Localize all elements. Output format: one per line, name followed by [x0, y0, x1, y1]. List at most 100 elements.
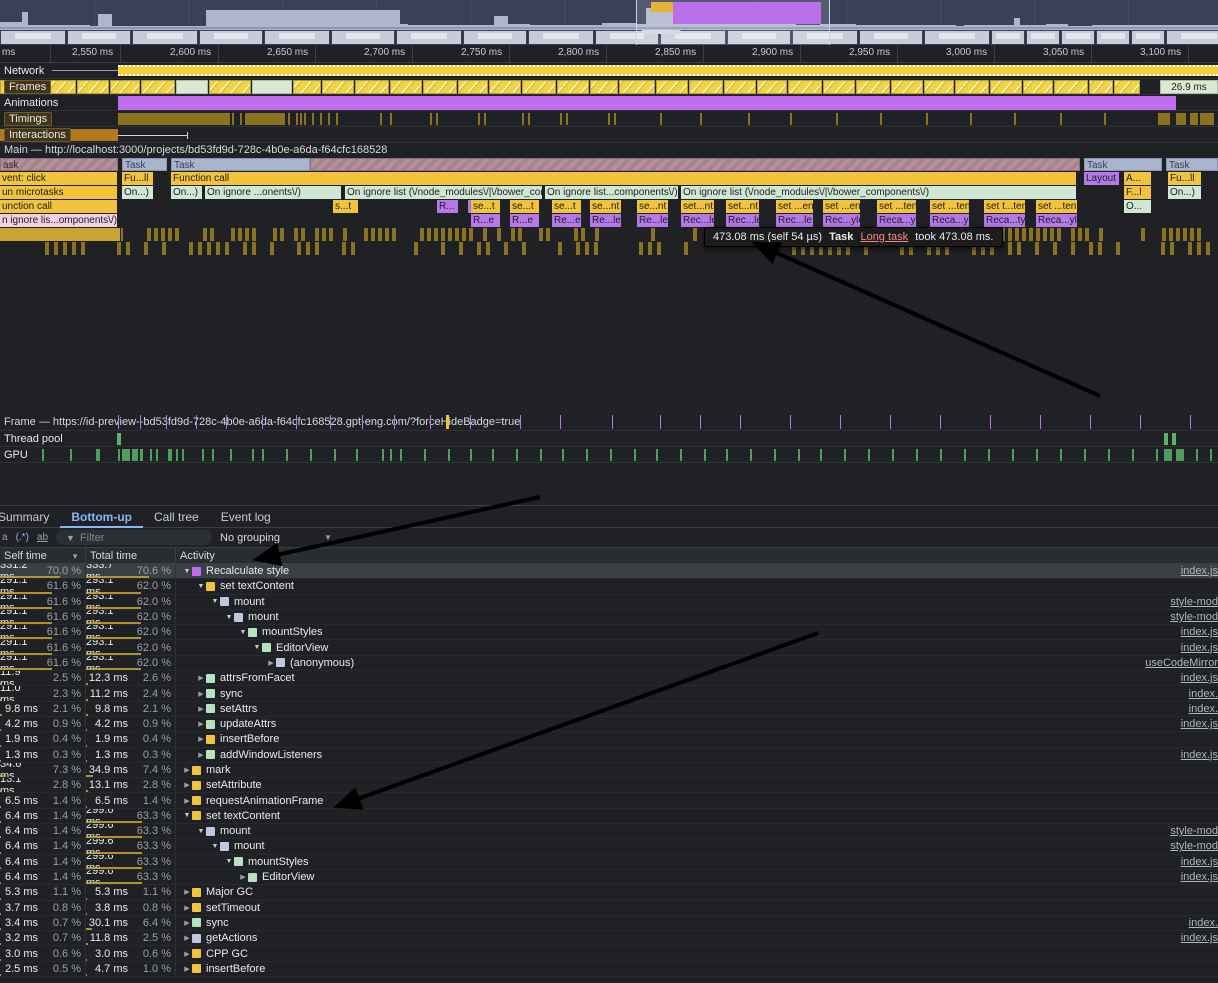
timing-mark[interactable]: [304, 113, 306, 125]
frame-block[interactable]: [590, 80, 618, 94]
gpu-task-mark[interactable]: [844, 449, 846, 461]
table-row[interactable]: 5.3 ms 1.1 % 5.3 ms 1.1 % ▶ Major GC: [0, 885, 1218, 900]
timing-mark[interactable]: [390, 113, 392, 125]
flame-event-small[interactable]: [441, 242, 446, 255]
track-frames[interactable]: Frames 26.9 ms: [0, 79, 1218, 95]
flame-event-small[interactable]: [1183, 228, 1188, 241]
flame-event-small[interactable]: [1161, 242, 1166, 255]
frame-commit-mark[interactable]: [840, 415, 841, 429]
table-row[interactable]: 11.0 ms 2.3 % 11.2 ms 2.4 % ▶ sync index.: [0, 686, 1218, 701]
flame-event-small[interactable]: [511, 228, 516, 241]
frame-block[interactable]: [252, 80, 292, 94]
frame-commit-mark[interactable]: [1040, 415, 1041, 429]
timing-mark[interactable]: [790, 113, 792, 125]
flame-event-small[interactable]: [154, 228, 159, 241]
flame-event-small[interactable]: [1071, 228, 1076, 241]
time-ruler[interactable]: ms 2,550 ms 2,600 ms 2,650 ms 2,700 ms 2,750 …: [0, 45, 1218, 63]
expand-triangle-icon[interactable]: ▼: [210, 598, 220, 605]
flame-event-small[interactable]: [1188, 242, 1193, 255]
flame-event[interactable]: Reca...yle: [877, 214, 917, 227]
timing-mark[interactable]: [608, 113, 610, 125]
frame-block[interactable]: [856, 80, 890, 94]
gpu-task-mark[interactable]: [634, 449, 636, 461]
flame-event-small[interactable]: [441, 228, 446, 241]
timing-mark[interactable]: [1200, 113, 1214, 125]
gpu-task-mark[interactable]: [1132, 449, 1134, 461]
gpu-task-mark[interactable]: [356, 449, 358, 461]
flame-event[interactable]: On ignore list...components\/): [545, 186, 679, 199]
source-link[interactable]: index.js: [1181, 640, 1218, 654]
frame-block[interactable]: [209, 80, 251, 94]
flame-event-small[interactable]: [558, 242, 563, 255]
gpu-task-mark[interactable]: [704, 449, 706, 461]
frame-commit-mark[interactable]: [470, 415, 471, 429]
gpu-task-mark[interactable]: [202, 449, 204, 461]
flame-event-small[interactable]: [210, 228, 215, 241]
flame-event-small[interactable]: [1176, 228, 1181, 241]
frame-commit-mark[interactable]: [520, 415, 521, 429]
table-row[interactable]: 291.1 ms 61.6 % 293.1 ms 62.0 % ▶ (anonymous)…: [0, 656, 1218, 671]
filmstrip-minimap[interactable]: [0, 30, 1218, 45]
flame-event[interactable]: On ignore list (\/node_modules\/|\/bower…: [345, 186, 543, 199]
expand-triangle-icon[interactable]: ▶: [196, 735, 206, 743]
frame-commit-mark[interactable]: [740, 415, 741, 429]
frame-block[interactable]: [322, 80, 354, 94]
flame-event[interactable]: vent: click: [0, 172, 118, 185]
gpu-task-mark[interactable]: [230, 449, 232, 461]
expand-triangle-icon[interactable]: ▶: [182, 904, 192, 912]
flame-event[interactable]: set ...ent: [776, 200, 814, 213]
flame-event-small[interactable]: [207, 242, 212, 255]
flame-event-small[interactable]: [1085, 228, 1090, 241]
expand-triangle-icon[interactable]: ▼: [210, 843, 220, 850]
timeline-tracks[interactable]: Network Frames 26.9 ms Animations Timing…: [0, 63, 1218, 505]
filmstrip-thumbnail[interactable]: [0, 30, 66, 45]
gpu-task-mark[interactable]: [42, 449, 44, 461]
flame-event-small[interactable]: [648, 242, 653, 255]
flame-event[interactable]: set...nt: [726, 200, 760, 213]
flame-row-4[interactable]: n ignore lis...omponents\/) R...e R...e Re.…: [0, 214, 1218, 228]
expand-triangle-icon[interactable]: ▼: [196, 583, 206, 590]
frame-commit-mark[interactable]: [1140, 415, 1141, 429]
flame-event-small[interactable]: [459, 242, 464, 255]
flame-event[interactable]: R...: [437, 200, 459, 213]
filmstrip-thumbnail[interactable]: [67, 30, 131, 45]
performance-overview[interactable]: [0, 0, 1218, 45]
column-header-total-time[interactable]: Total time: [86, 548, 176, 564]
timing-mark[interactable]: [660, 113, 662, 125]
expand-triangle-icon[interactable]: ▶: [238, 873, 248, 881]
overview-window-handle[interactable]: [641, 30, 681, 34]
filmstrip-thumbnail[interactable]: [1026, 30, 1060, 45]
flame-event-small[interactable]: [1116, 242, 1121, 255]
table-row[interactable]: 291.1 ms 61.6 % 293.1 ms 62.0 % ▼ set textCon…: [0, 579, 1218, 594]
filmstrip-thumbnail[interactable]: [199, 30, 263, 45]
frame-commit-mark[interactable]: [226, 415, 227, 429]
thread-pool-mark[interactable]: [117, 433, 121, 445]
data-icon[interactable]: a: [2, 532, 8, 543]
flame-event[interactable]: On ignore list (\/node_modules\/|\/bower…: [681, 186, 1077, 199]
flame-event-small[interactable]: [297, 242, 302, 255]
table-row[interactable]: 3.2 ms 0.7 % 11.8 ms 2.5 % ▶ getActions index.…: [0, 931, 1218, 946]
gpu-task-mark[interactable]: [774, 449, 776, 461]
flame-event-small[interactable]: [216, 242, 221, 255]
gpu-task-mark[interactable]: [448, 449, 450, 461]
expand-triangle-icon[interactable]: ▶: [196, 690, 206, 698]
flame-event-small[interactable]: [273, 228, 278, 241]
flame-event-small[interactable]: [280, 228, 285, 241]
frame-commit-mark[interactable]: [362, 415, 363, 429]
flame-event-small[interactable]: [1197, 242, 1202, 255]
filmstrip-thumbnail[interactable]: [991, 30, 1025, 45]
expand-triangle-icon[interactable]: ▼: [252, 644, 262, 651]
flame-event[interactable]: Re...le: [590, 214, 622, 227]
expand-triangle-icon[interactable]: ▶: [196, 751, 206, 759]
flame-event-small[interactable]: [198, 242, 203, 255]
flame-event-small[interactable]: [455, 228, 460, 241]
gpu-task-mark[interactable]: [334, 449, 336, 461]
table-row[interactable]: 6.4 ms 1.4 % 299.6 ms 63.3 % ▶ EditorView inde…: [0, 870, 1218, 885]
flame-event[interactable]: O...: [1124, 200, 1152, 213]
column-header-activity[interactable]: Activity: [176, 548, 1218, 564]
source-link[interactable]: useCodeMirror: [1145, 656, 1218, 670]
gpu-task-mark[interactable]: [1060, 449, 1062, 461]
table-row[interactable]: 3.0 ms 0.6 % 3.0 ms 0.6 % ▶ CPP GC: [0, 946, 1218, 961]
flame-event-small[interactable]: [574, 228, 579, 241]
track-animations[interactable]: Animations: [0, 95, 1218, 111]
